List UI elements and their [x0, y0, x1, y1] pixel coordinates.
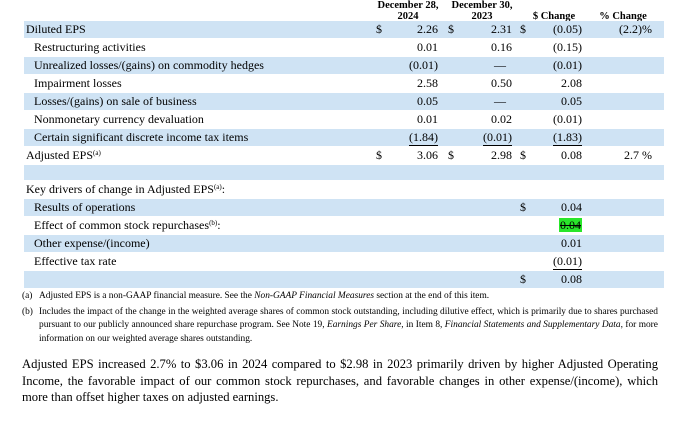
table-row: Unrealized losses/(gains) on commodity h…: [24, 57, 664, 74]
list-item: Results of operations $ 0.04: [24, 199, 664, 216]
header-percent-change: % Change: [597, 11, 649, 23]
row-label: Adjusted EPS(a): [26, 148, 101, 162]
row-label: Restructuring activities: [34, 40, 146, 54]
header-dollar-change: $ Change: [530, 11, 578, 23]
row-label: Diluted EPS: [26, 22, 86, 36]
row-label: Impairment losses: [34, 76, 122, 90]
table-row: Certain significant discrete income tax …: [24, 129, 664, 146]
row-label: Unrealized losses/(gains) on commodity h…: [34, 58, 264, 72]
row-label: Certain significant discrete income tax …: [34, 130, 249, 144]
table-row: Nonmonetary currency devaluation 0.01 0.…: [34, 112, 582, 126]
spacer-row: [24, 165, 664, 180]
drivers-heading: Key drivers of change in Adjusted EPS(a)…: [26, 182, 226, 196]
table-row: Diluted EPS $ 2.26 $ 2.31 $ (0.05) (2.2)…: [24, 21, 664, 38]
footnotes: (a) Adjusted EPS is a non-GAAP financial…: [22, 290, 658, 348]
table-row: Adjusted EPS(a) $ 3.06 $ 2.98 $ 0.08 2.7…: [26, 148, 652, 162]
list-item: Effective tax rate (0.01): [34, 254, 582, 270]
row-label: Losses/(gains) on sale of business: [34, 94, 197, 108]
list-item: Effect of common stock repurchases(b): 0…: [34, 218, 582, 232]
footnote-b: (b) Includes the impact of the change in…: [22, 306, 658, 344]
row-label: Nonmonetary currency devaluation: [34, 112, 204, 126]
footnote-a: (a) Adjusted EPS is a non-GAAP financial…: [22, 291, 490, 301]
drivers-total-row: $ 0.08: [24, 271, 664, 288]
header-2023: December 30, 2023: [451, 0, 513, 22]
header-2024: December 28, 2024: [377, 0, 439, 22]
highlighted-value: 0.04: [559, 218, 582, 232]
table-row: Restructuring activities 0.01 0.16 (0.15…: [34, 40, 582, 54]
summary-paragraph: Adjusted EPS increased 2.7% to $3.06 in …: [22, 357, 658, 404]
table-row: Impairment losses 2.58 0.50 2.08: [34, 76, 582, 90]
list-item: Other expense/(income) 0.01: [24, 235, 664, 252]
table-row: Losses/(gains) on sale of business 0.05 …: [24, 93, 664, 110]
